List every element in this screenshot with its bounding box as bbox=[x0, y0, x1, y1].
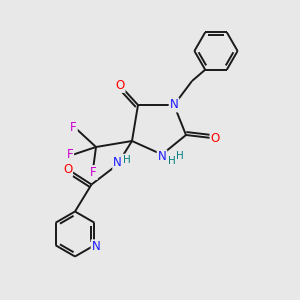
Text: F: F bbox=[70, 121, 77, 134]
Text: F: F bbox=[90, 166, 97, 179]
Text: H: H bbox=[168, 155, 176, 166]
Text: H: H bbox=[123, 154, 130, 165]
Text: N: N bbox=[113, 156, 122, 170]
Text: O: O bbox=[63, 163, 72, 176]
Text: N: N bbox=[169, 98, 178, 112]
Text: N: N bbox=[158, 150, 166, 164]
Text: O: O bbox=[211, 131, 220, 145]
Text: F: F bbox=[67, 148, 73, 161]
Text: H: H bbox=[176, 151, 184, 161]
Text: N: N bbox=[92, 240, 100, 253]
Text: O: O bbox=[116, 79, 124, 92]
